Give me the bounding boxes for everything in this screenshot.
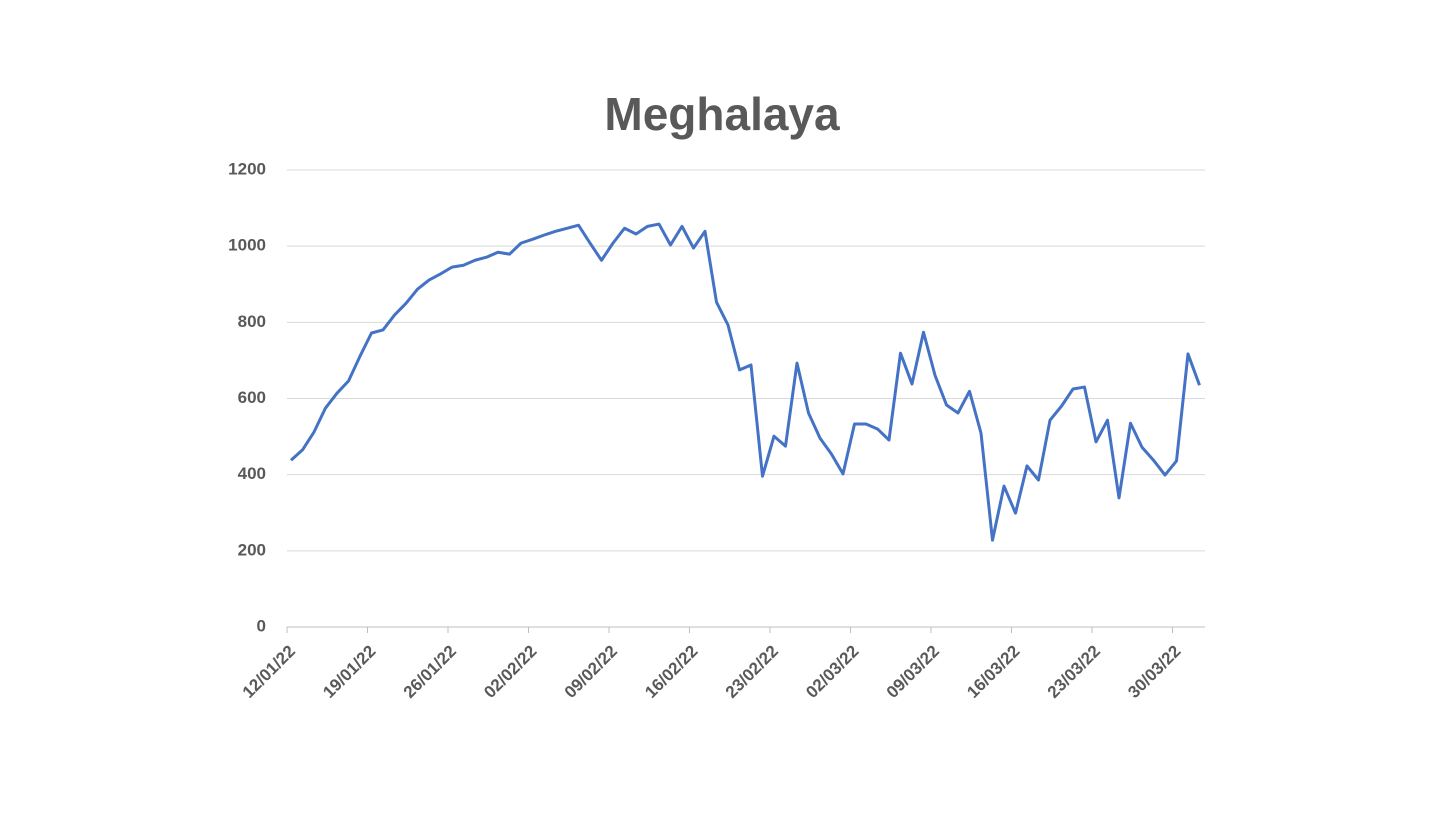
x-tick-label: 16/03/22 [963, 642, 1023, 702]
x-tick-label: 23/02/22 [722, 642, 782, 702]
line [290, 222, 1201, 542]
y-tick-label: 800 [238, 312, 266, 331]
y-tick-label: 1000 [228, 236, 266, 255]
x-tick-label: 12/01/22 [239, 642, 299, 702]
x-tick-label: 23/03/22 [1044, 642, 1104, 702]
chart-title: Meghalaya [604, 88, 840, 140]
x-tick-label: 26/01/22 [400, 642, 460, 702]
x-tick-label: 02/03/22 [802, 642, 862, 702]
y-tick-label: 1200 [228, 159, 266, 178]
x-tick-label: 19/01/22 [319, 642, 379, 702]
x-tick-label: 09/03/22 [883, 642, 943, 702]
x-tick-label: 30/03/22 [1124, 642, 1184, 702]
x-tick-label: 02/02/22 [480, 642, 540, 702]
y-tick-label: 600 [238, 388, 266, 407]
x-tick-label: 09/02/22 [561, 642, 621, 702]
y-tick-label: 400 [238, 464, 266, 483]
y-tick-label: 0 [257, 616, 266, 635]
x-tick-label: 16/02/22 [641, 642, 701, 702]
y-tick-label: 200 [238, 540, 266, 559]
